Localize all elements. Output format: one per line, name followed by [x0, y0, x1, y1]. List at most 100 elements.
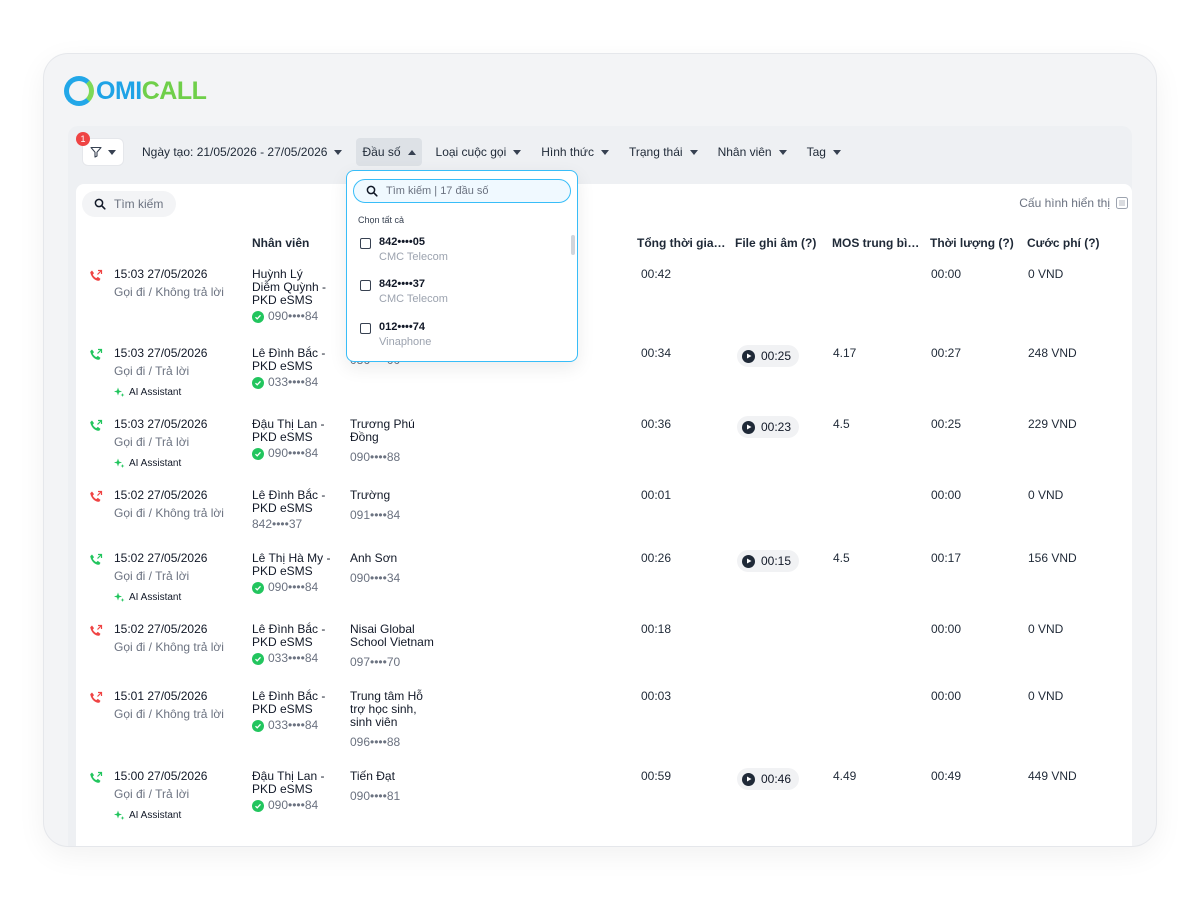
display-config-button[interactable]: Cấu hình hiển thị: [1019, 196, 1128, 210]
verified-check-icon: [252, 799, 264, 812]
filter-bar: 1 Ngày tạo: 21/05/2026 - 27/05/2026 Đầu …: [68, 126, 1132, 178]
staff-name[interactable]: Lê Đình Bắc - PKD eSMS: [252, 488, 326, 515]
customer-name[interactable]: Trung tâm Hỗ trợ học sinh, sinh viên: [350, 689, 423, 729]
dau-so-dropdown: Tìm kiếm | 17 đầu số Chọn tất cả 842••••…: [346, 170, 578, 362]
search-input[interactable]: Tìm kiếm: [82, 191, 176, 217]
customer-name[interactable]: Anh Sơn: [350, 551, 398, 565]
filter-status[interactable]: Trạng thái: [623, 138, 704, 166]
staff-name[interactable]: Lê Đình Bắc - PKD eSMS: [252, 689, 326, 716]
staff-phone: 090••••84: [252, 310, 334, 323]
customer-name[interactable]: Tiến Đạt: [350, 769, 395, 783]
staff-phone: 090••••84: [252, 447, 334, 460]
staff-name[interactable]: Đậu Thị Lan - PKD eSMS: [252, 769, 325, 796]
duration-value: 00:49: [931, 769, 962, 783]
total-time: 00:34: [641, 346, 672, 360]
ai-assistant-tag[interactable]: AI Assistant: [114, 386, 207, 399]
col-duration[interactable]: Thời lượng (?): [930, 236, 1014, 250]
recording-player[interactable]: 00:46: [737, 768, 800, 790]
call-answered-icon: [89, 419, 103, 436]
duration-value: 00:25: [931, 417, 962, 431]
staff-name[interactable]: Huỳnh Lý Diễm Quỳnh - PKD eSMS: [252, 267, 327, 307]
call-time: 15:03 27/05/2026: [114, 267, 208, 281]
dropdown-option[interactable]: 842••••05 CMC Telecom: [360, 236, 448, 263]
call-time: 15:02 27/05/2026: [114, 551, 208, 565]
app-frame: OMICALL 1 Ngày tạo: 21/05/2026 - 27/05/2…: [44, 54, 1156, 846]
dropdown-option[interactable]: 842••••37 CMC Telecom: [360, 278, 448, 305]
duration-value: 00:00: [931, 488, 962, 502]
duration-value: 00:00: [931, 622, 962, 636]
staff-name[interactable]: Đậu Thị Lan - PKD eSMS: [252, 417, 325, 444]
col-recording[interactable]: File ghi âm (?): [735, 236, 817, 250]
chevron-down-icon: [108, 149, 116, 155]
filter-date[interactable]: Ngày tạo: 21/05/2026 - 27/05/2026: [136, 138, 348, 166]
call-type: Gọi đi / Trả lời: [114, 364, 190, 378]
filter-dau-so[interactable]: Đầu số: [356, 138, 422, 166]
filter-count-badge: 1: [76, 132, 90, 146]
sparkle-icon: [114, 592, 125, 602]
recording-player[interactable]: 00:23: [737, 416, 800, 438]
dropdown-option[interactable]: 012••••74 Vinaphone: [360, 321, 431, 348]
checkbox[interactable]: [360, 238, 371, 249]
checkbox[interactable]: [360, 280, 371, 291]
ai-assistant-tag[interactable]: AI Assistant: [114, 591, 207, 604]
funnel-icon: [90, 146, 102, 158]
col-staff[interactable]: Nhân viên: [252, 236, 310, 250]
play-icon[interactable]: [742, 772, 755, 786]
recording-player[interactable]: 00:25: [737, 345, 800, 367]
play-icon[interactable]: [742, 349, 755, 363]
col-fee[interactable]: Cước phí (?): [1027, 236, 1100, 250]
dropdown-search-input[interactable]: Tìm kiếm | 17 đầu số: [353, 179, 571, 203]
call-missed-icon: [89, 269, 103, 286]
fee-value: 156 VND: [1028, 551, 1077, 565]
col-total-time[interactable]: Tổng thời gian ...: [637, 236, 727, 250]
checkbox[interactable]: [360, 323, 371, 334]
ai-assistant-tag[interactable]: AI Assistant: [114, 809, 207, 822]
dropdown-scrollbar[interactable]: [571, 235, 575, 255]
mos-value: 4.49: [833, 769, 857, 783]
staff-phone: 033••••84: [252, 719, 334, 732]
call-missed-icon: [89, 490, 103, 507]
sparkle-icon: [114, 810, 125, 820]
filter-form[interactable]: Hình thức: [535, 138, 615, 166]
col-mos[interactable]: MOS trung bìn...: [832, 236, 920, 250]
customer-phone: 096••••88: [350, 735, 401, 749]
staff-name[interactable]: Lê Thị Hà My - PKD eSMS: [252, 551, 331, 578]
duration-value: 00:27: [931, 346, 962, 360]
customer-name[interactable]: Nisai Global School Vietnam: [350, 622, 434, 649]
filter-tag[interactable]: Tag: [801, 138, 847, 166]
chevron-down-icon: [513, 149, 522, 155]
filter-staff[interactable]: Nhân viên: [712, 138, 793, 166]
fee-value: 0 VND: [1028, 267, 1064, 281]
call-time: 15:03 27/05/2026: [114, 346, 208, 360]
call-table-panel: Tìm kiếm Cấu hình hiển thị Nhân viên Tổn…: [76, 184, 1132, 846]
customer-phone: 090••••88: [350, 450, 401, 464]
search-icon: [94, 198, 106, 210]
chevron-down-icon: [832, 149, 841, 155]
filter-call-type[interactable]: Loại cuộc gọi: [430, 138, 528, 166]
filter-button[interactable]: 1: [76, 132, 124, 166]
recording-player[interactable]: 00:15: [737, 550, 800, 572]
call-time: 15:03 27/05/2026: [114, 417, 208, 431]
omicall-logo: OMICALL: [64, 74, 207, 108]
mos-value: 4.5: [833, 551, 850, 565]
fee-value: 0 VND: [1028, 689, 1064, 703]
ai-assistant-tag[interactable]: AI Assistant: [114, 457, 207, 470]
play-icon[interactable]: [742, 420, 755, 434]
total-time: 00:01: [641, 488, 672, 502]
fee-value: 248 VND: [1028, 346, 1077, 360]
select-all-option[interactable]: Chọn tất cả: [358, 215, 405, 225]
fee-value: 449 VND: [1028, 769, 1077, 783]
staff-phone: 090••••84: [252, 581, 334, 594]
play-icon[interactable]: [742, 554, 755, 568]
chevron-down-icon: [689, 149, 698, 155]
total-time: 00:18: [641, 622, 672, 636]
call-type: Gọi đi / Trả lời: [114, 435, 190, 449]
chevron-down-icon: [334, 149, 343, 155]
chevron-up-icon: [407, 149, 416, 155]
staff-phone: 842••••37: [252, 517, 303, 531]
staff-name[interactable]: Lê Đình Bắc - PKD eSMS: [252, 622, 326, 649]
verified-check-icon: [252, 376, 264, 389]
customer-name[interactable]: Trường: [350, 488, 391, 502]
customer-name[interactable]: Trương Phú Đồng: [350, 417, 415, 444]
staff-name[interactable]: Lê Đình Bắc - PKD eSMS: [252, 346, 326, 373]
